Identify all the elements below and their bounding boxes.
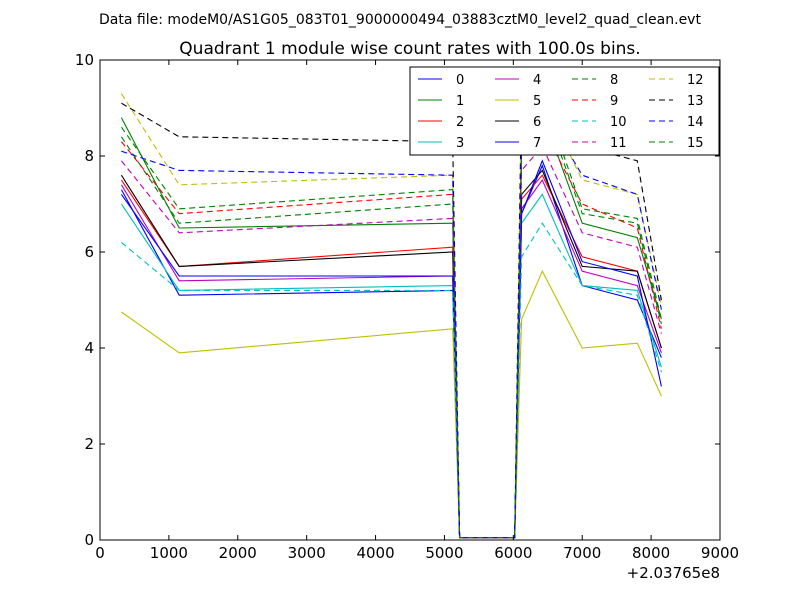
x-tick-label: 2000 xyxy=(219,544,257,562)
y-tick-label: 2 xyxy=(84,435,94,453)
legend-label-5: 5 xyxy=(533,94,541,109)
x-tick-label: 9000 xyxy=(701,544,739,562)
y-tick-label: 6 xyxy=(84,243,94,261)
x-tick-label: 1000 xyxy=(150,544,188,562)
legend-label-1: 1 xyxy=(456,94,464,109)
legend-label-11: 11 xyxy=(610,136,627,151)
x-tick-label: 7000 xyxy=(563,544,601,562)
y-tick-label: 8 xyxy=(84,147,94,165)
legend-label-13: 13 xyxy=(687,94,704,109)
legend-label-8: 8 xyxy=(610,73,618,88)
x-tick-label: 5000 xyxy=(425,544,463,562)
series-line-14 xyxy=(121,107,662,539)
figure-suptitle: Data file: modeM0/AS1G05_083T01_90000004… xyxy=(99,12,701,28)
legend-label-9: 9 xyxy=(610,94,618,109)
plot-frame xyxy=(99,59,721,541)
legend-label-14: 14 xyxy=(687,115,704,130)
x-tick-label: 8000 xyxy=(632,544,670,562)
y-tick-label: 10 xyxy=(75,51,94,69)
y-tick-label: 0 xyxy=(84,531,94,549)
legend-label-7: 7 xyxy=(533,136,541,151)
chart-title: Quadrant 1 module wise count rates with … xyxy=(179,39,640,59)
y-tick-label: 4 xyxy=(84,339,94,357)
x-tick-label: 0 xyxy=(95,544,105,562)
x-offset-label: +2.03765e8 xyxy=(627,564,720,582)
x-tick-label: 3000 xyxy=(288,544,326,562)
legend-label-0: 0 xyxy=(456,73,464,88)
legend-label-10: 10 xyxy=(610,115,627,130)
legend-box xyxy=(409,66,720,156)
series-line-15 xyxy=(120,92,662,539)
axes-group: 0 1000 2000 3000 4000 5000 6000 7000 8000 9000 0 2 4… xyxy=(75,51,739,582)
legend-label-15: 15 xyxy=(687,136,704,151)
x-tick-label: 4000 xyxy=(356,544,394,562)
series-line-8 xyxy=(120,101,662,539)
legend-label-3: 3 xyxy=(456,136,464,151)
x-tick-label: 6000 xyxy=(494,544,532,562)
legend-label-2: 2 xyxy=(456,115,464,130)
plot-series-group xyxy=(120,68,662,539)
legend-label-12: 12 xyxy=(687,73,704,88)
legend-label-4: 4 xyxy=(533,73,541,88)
legend-label-6: 6 xyxy=(533,115,541,130)
